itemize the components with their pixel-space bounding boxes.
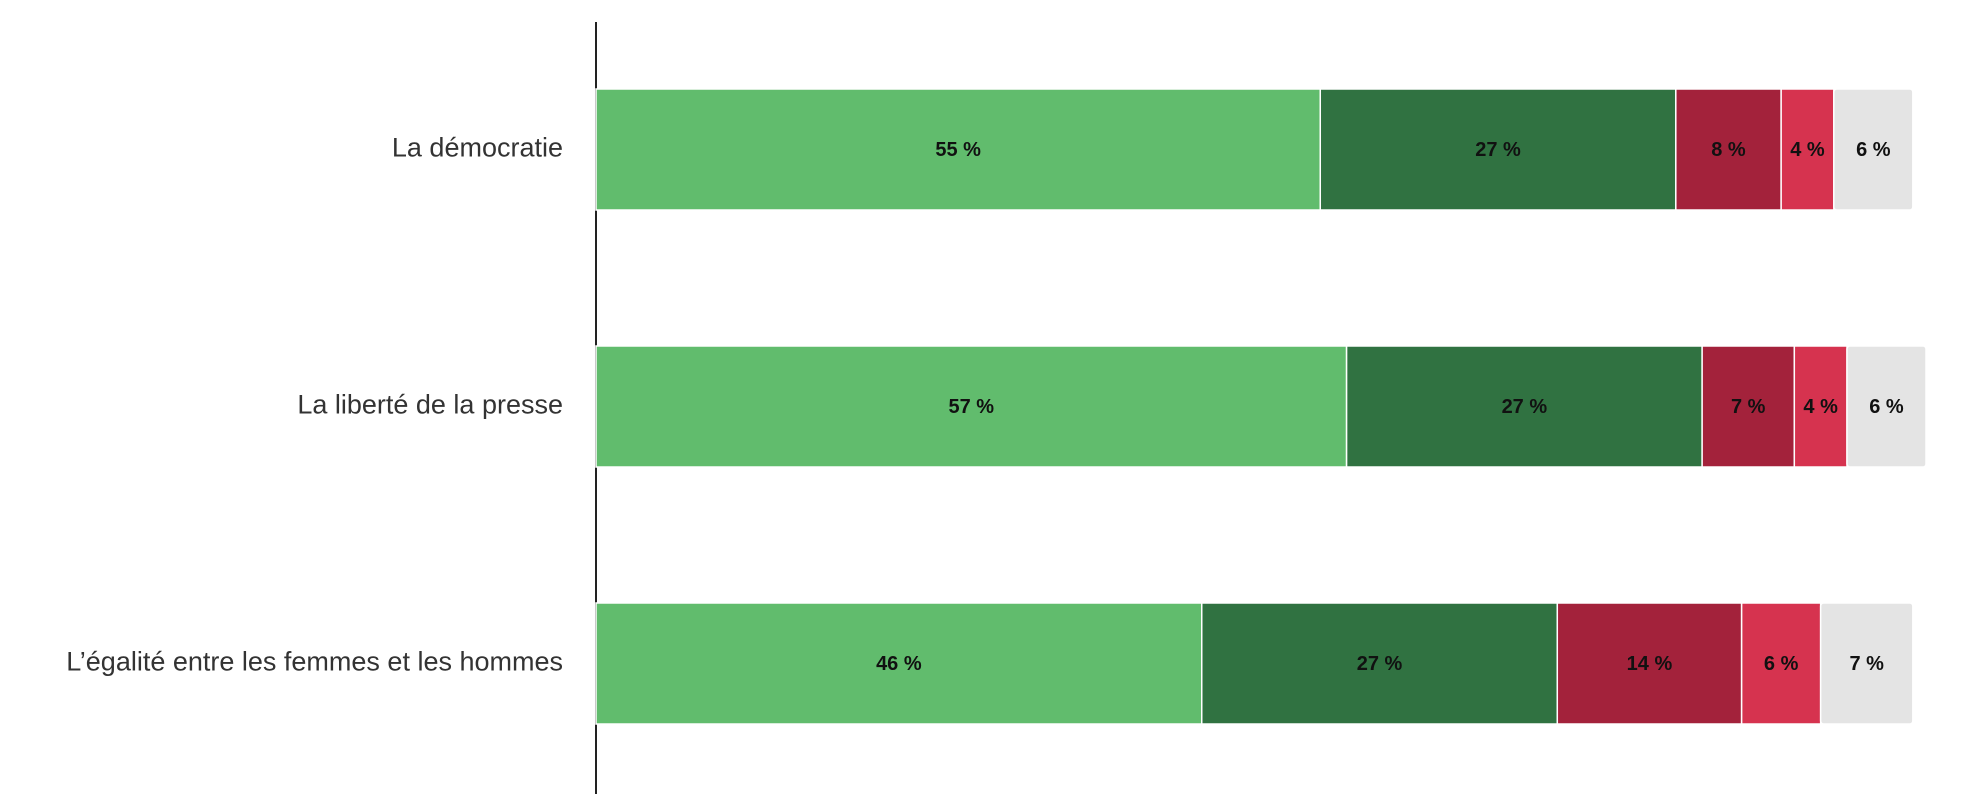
value-label: 7 % — [1731, 396, 1766, 418]
value-label: 6 % — [1869, 396, 1904, 418]
value-label: 14 % — [1627, 653, 1673, 675]
bar-segment — [595, 345, 1348, 468]
value-label: 55 % — [935, 139, 981, 161]
value-label: 46 % — [876, 653, 922, 675]
bar-segment — [1833, 88, 1914, 211]
bar-segment — [1740, 602, 1822, 725]
category-label: L’égalité entre les femmes et les hommes — [66, 647, 563, 677]
bar-segment — [1675, 88, 1782, 211]
value-label: 57 % — [949, 396, 995, 418]
bar-segment — [595, 88, 1322, 211]
value-label: 27 % — [1502, 396, 1548, 418]
value-label: 6 % — [1856, 139, 1891, 161]
bar-segment — [1846, 345, 1927, 468]
value-label: 27 % — [1357, 653, 1403, 675]
category-label: La démocratie — [392, 133, 563, 163]
value-label: 4 % — [1790, 139, 1825, 161]
value-label: 6 % — [1764, 653, 1799, 675]
bar-segment — [1556, 602, 1743, 725]
category-label: La liberté de la presse — [297, 390, 563, 420]
value-label: 4 % — [1803, 396, 1838, 418]
value-label: 8 % — [1711, 139, 1746, 161]
bar-segment — [1319, 88, 1677, 211]
value-label: 7 % — [1850, 653, 1885, 675]
bar-segment — [1345, 345, 1703, 468]
value-label: 27 % — [1475, 139, 1521, 161]
bar-segment — [1819, 602, 1914, 725]
bar-segment — [595, 602, 1203, 725]
bar-segment — [1200, 602, 1559, 725]
